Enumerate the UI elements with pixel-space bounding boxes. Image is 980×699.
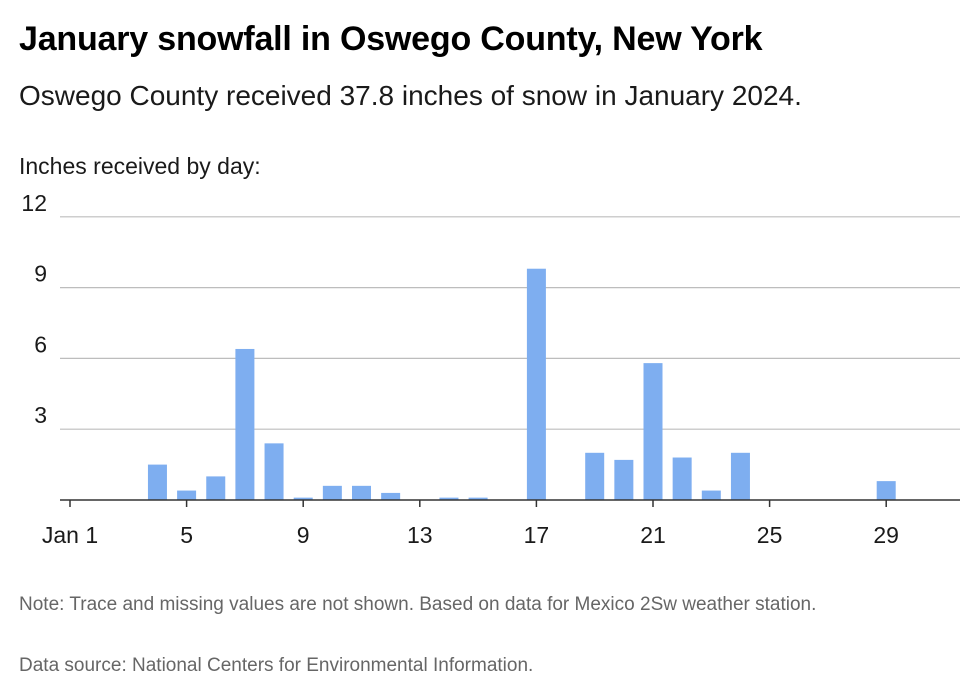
bar-day-8 (264, 443, 284, 500)
chart-title: January snowfall in Oswego County, New Y… (19, 20, 763, 58)
y-axis-caption: Inches received by day: (19, 153, 261, 179)
y-tick-labels: 3 6 9 12 (21, 190, 47, 428)
x-tick-label: 13 (407, 522, 433, 548)
bar-day-24 (730, 452, 750, 500)
bar-day-12 (381, 492, 401, 500)
y-tick-label: 3 (34, 402, 47, 428)
bar-day-23 (701, 490, 721, 500)
x-tick-label: 21 (640, 522, 666, 548)
x-tick-label: 9 (297, 522, 310, 548)
chart-note: Note: Trace and missing values are not s… (19, 594, 817, 615)
x-tick-labels: Jan 1 5 9 13 17 21 25 29 (42, 522, 899, 548)
x-tick-label: 17 (524, 522, 550, 548)
bar-day-20 (614, 459, 634, 500)
bar-day-9 (293, 497, 313, 500)
grid-lines (60, 216, 960, 430)
x-tick-label: 5 (180, 522, 193, 548)
bars (147, 268, 896, 500)
bar-day-11 (352, 485, 371, 500)
y-tick-label: 12 (21, 190, 47, 216)
x-tick-label: 25 (757, 522, 783, 548)
y-tick-label: 6 (34, 331, 47, 357)
y-tick-label: 9 (34, 261, 47, 287)
snowfall-bar-chart: 3 6 9 12 Jan 1 5 9 13 17 21 25 29 (21, 190, 960, 548)
x-tick-label: 29 (873, 522, 899, 548)
bar-day-22 (672, 457, 692, 500)
bar-day-4 (147, 464, 167, 500)
bar-day-19 (585, 452, 605, 500)
bar-day-14 (439, 497, 459, 500)
bar-day-17 (526, 268, 546, 500)
x-tick-label: Jan 1 (42, 522, 98, 548)
bar-day-10 (322, 485, 342, 500)
bar-day-15 (468, 497, 488, 500)
bar-day-6 (206, 476, 226, 500)
bar-day-5 (177, 490, 197, 500)
chart-subtitle: Oswego County received 37.8 inches of sn… (19, 80, 802, 111)
bar-day-29 (876, 481, 896, 500)
bar-day-7 (235, 348, 255, 500)
bar-day-21 (643, 363, 663, 500)
x-axis (60, 499, 960, 507)
data-source: Data source: National Centers for Enviro… (19, 655, 534, 676)
